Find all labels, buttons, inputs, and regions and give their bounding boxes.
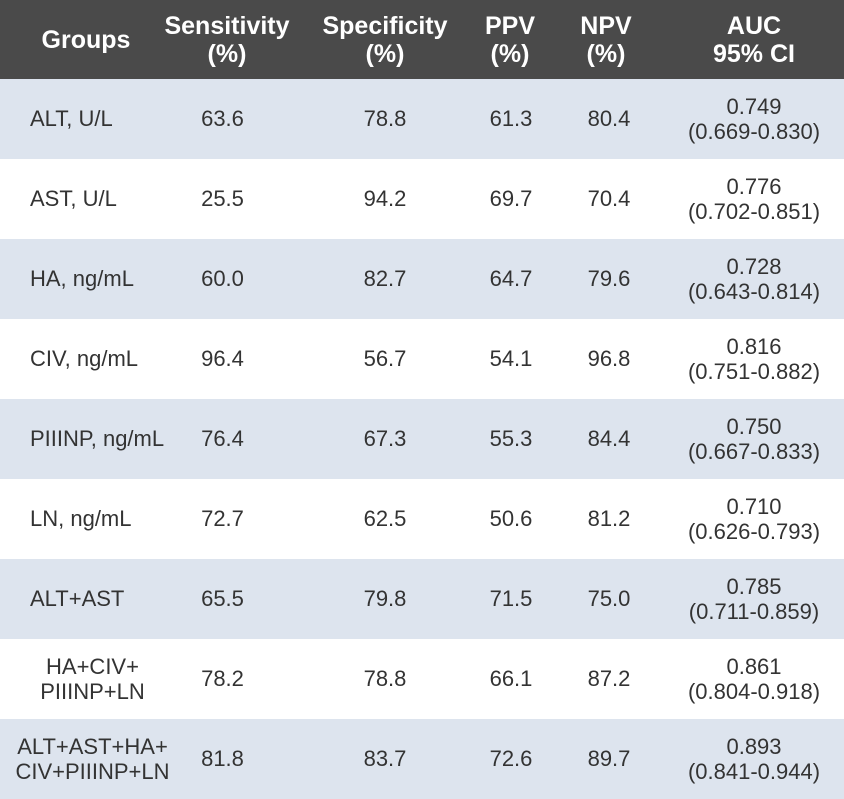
cell-group: ALT, U/L	[30, 106, 113, 132]
table-row: ALT, U/L 63.6 78.8 61.3 80.4 0.749 (0.669-0.8…	[0, 79, 844, 159]
cell-npv: 81.2	[587, 506, 631, 532]
cell-auc: 0.893 (0.841-0.944)	[687, 733, 821, 784]
cell-auc: 0.749 (0.669-0.830)	[687, 93, 821, 144]
cell-npv: 70.4	[587, 186, 631, 212]
table-row: HA, ng/mL 60.0 82.7 64.7 79.6 0.728 (0.643-0.…	[0, 239, 844, 319]
cell-sensitivity: 63.6	[201, 106, 244, 132]
cell-ppv: 55.3	[489, 426, 533, 452]
cell-group: HA+CIV+ PIIINP+LN	[40, 653, 145, 704]
cell-specificity: 67.3	[363, 426, 407, 452]
cell-specificity: 94.2	[363, 186, 407, 212]
cell-auc: 0.728 (0.643-0.814)	[687, 253, 821, 304]
cell-auc: 0.861 (0.804-0.918)	[687, 653, 821, 704]
header-auc: AUC 95% CI	[713, 12, 795, 68]
cell-group: ALT+AST+HA+ CIV+PIIINP+LN	[15, 733, 170, 784]
cell-sensitivity: 60.0	[201, 266, 244, 292]
cell-specificity: 62.5	[363, 506, 407, 532]
cell-ppv: 71.5	[489, 586, 533, 612]
cell-npv: 75.0	[587, 586, 631, 612]
cell-group: AST, U/L	[30, 186, 117, 212]
header-groups: Groups	[41, 25, 131, 54]
cell-ppv: 50.6	[489, 506, 533, 532]
table-row: AST, U/L 25.5 94.2 69.7 70.4 0.776 (0.702-0.8…	[0, 159, 844, 239]
header-specificity: Specificity (%)	[322, 12, 448, 68]
table-row: LN, ng/mL 72.7 62.5 50.6 81.2 0.710 (0.626-0.…	[0, 479, 844, 559]
header-ppv: PPV (%)	[484, 12, 536, 68]
cell-npv: 79.6	[587, 266, 631, 292]
header-npv: NPV (%)	[580, 12, 632, 68]
cell-ppv: 72.6	[489, 746, 533, 772]
cell-sensitivity: 81.8	[201, 746, 244, 772]
cell-specificity: 82.7	[363, 266, 407, 292]
cell-ppv: 61.3	[489, 106, 533, 132]
cell-sensitivity: 78.2	[201, 666, 244, 692]
cell-specificity: 78.8	[363, 106, 407, 132]
cell-group: LN, ng/mL	[30, 506, 132, 532]
cell-auc: 0.776 (0.702-0.851)	[687, 173, 821, 224]
cell-sensitivity: 96.4	[201, 346, 244, 372]
table-header: Groups Sensitivity (%) Specificity (%) P…	[0, 0, 844, 79]
cell-ppv: 69.7	[489, 186, 533, 212]
cell-npv: 80.4	[587, 106, 631, 132]
cell-ppv: 64.7	[489, 266, 533, 292]
cell-sensitivity: 72.7	[201, 506, 244, 532]
table-row: PIIINP, ng/mL 76.4 67.3 55.3 84.4 0.750 (0.66…	[0, 399, 844, 479]
cell-specificity: 79.8	[363, 586, 407, 612]
cell-npv: 96.8	[587, 346, 631, 372]
cell-npv: 89.7	[587, 746, 631, 772]
cell-auc: 0.710 (0.626-0.793)	[687, 493, 821, 544]
cell-ppv: 54.1	[489, 346, 533, 372]
cell-group: ALT+AST	[30, 586, 125, 612]
cell-auc: 0.785 (0.711-0.859)	[688, 573, 820, 624]
header-sensitivity: Sensitivity (%)	[164, 12, 290, 68]
cell-group: PIIINP, ng/mL	[30, 426, 165, 452]
cell-sensitivity: 65.5	[201, 586, 244, 612]
cell-sensitivity: 25.5	[201, 186, 244, 212]
cell-npv: 84.4	[587, 426, 631, 452]
cell-group: HA, ng/mL	[30, 266, 134, 292]
table-row: ALT+AST 65.5 79.8 71.5 75.0 0.785 (0.711-0.85…	[0, 559, 844, 639]
cell-specificity: 56.7	[363, 346, 407, 372]
table-row: HA+CIV+ PIIINP+LN 78.2 78.8 66.1 87.2 0.861 (…	[0, 639, 844, 719]
cell-ppv: 66.1	[489, 666, 533, 692]
table-row: CIV, ng/mL 96.4 56.7 54.1 96.8 0.816 (0.751-0…	[0, 319, 844, 399]
cell-auc: 0.750 (0.667-0.833)	[687, 413, 821, 464]
cell-auc: 0.816 (0.751-0.882)	[687, 333, 821, 384]
table-row: ALT+AST+HA+ CIV+PIIINP+LN 81.8 83.7 72.6 89.…	[0, 719, 844, 799]
cell-group: CIV, ng/mL	[30, 346, 139, 372]
cell-sensitivity: 76.4	[201, 426, 244, 452]
cell-specificity: 78.8	[363, 666, 407, 692]
cell-npv: 87.2	[587, 666, 631, 692]
cell-specificity: 83.7	[363, 746, 407, 772]
